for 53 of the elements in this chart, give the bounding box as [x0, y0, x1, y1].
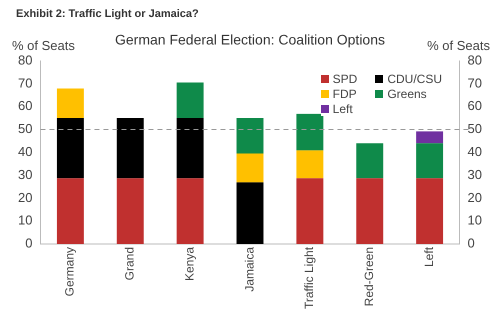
x-tick-label: Grand	[122, 246, 137, 280]
y-tick-label: 70	[18, 75, 32, 90]
bar	[176, 118, 204, 178]
bar	[116, 178, 144, 244]
bar	[296, 114, 324, 150]
chart-subtitle: German Federal Election: Coalition Options	[114, 31, 386, 48]
bar	[56, 88, 84, 118]
bar	[236, 154, 264, 182]
y2-tick-label: 10	[468, 212, 482, 228]
y-axis-title: % of Seats	[12, 38, 76, 53]
legend-label: Left	[332, 102, 353, 116]
bar	[296, 150, 324, 178]
y-tick-label: 0	[25, 236, 32, 251]
bar	[56, 178, 84, 244]
x-tick-label: Red-Green	[362, 246, 376, 306]
x-tick-label: Traffic Light	[302, 246, 316, 310]
y-tick-label: 30	[18, 166, 32, 182]
x-tick-label: Germany	[62, 246, 77, 296]
legend-label: SPD	[332, 72, 358, 86]
bar	[236, 118, 264, 154]
bar	[416, 178, 444, 244]
y2-tick-label: 30	[468, 166, 482, 182]
y2-tick-label: 50	[468, 121, 482, 136]
bar	[416, 143, 444, 178]
y-tick-label: 10	[18, 212, 32, 228]
bar	[176, 178, 204, 244]
bar	[296, 178, 324, 244]
legend-label: Greens	[387, 87, 427, 101]
y-tick-label: 80	[18, 52, 32, 68]
bar	[116, 118, 144, 178]
bar	[236, 182, 264, 244]
x-tick-label: Kenya	[182, 246, 196, 282]
y-tick-label: 50	[18, 121, 32, 136]
y2-tick-label: 40	[468, 144, 482, 159]
x-tick-label: Jamaica	[242, 246, 256, 292]
bar	[356, 178, 384, 244]
y2-tick-label: 80	[468, 52, 482, 68]
y2-tick-label: 70	[468, 75, 482, 90]
legend-label: CDU/CSU	[387, 72, 442, 86]
y-tick-label: 60	[18, 98, 32, 114]
chart-title: Exhibit 2: Traffic Light or Jamaica?	[16, 8, 200, 20]
bar	[56, 118, 84, 178]
bar	[176, 82, 204, 118]
y2-tick-label: 20	[468, 190, 482, 205]
legend-label: FDP	[332, 87, 357, 101]
bar	[416, 131, 444, 144]
y2-tick-label: 60	[468, 98, 482, 114]
bar	[356, 143, 384, 178]
y2-axis-title: % of Seats	[427, 38, 490, 53]
y-tick-label: 40	[18, 144, 32, 159]
y-tick-label: 20	[18, 190, 32, 205]
y2-tick-label: 0	[468, 236, 475, 251]
x-tick-label: Left	[422, 246, 436, 267]
